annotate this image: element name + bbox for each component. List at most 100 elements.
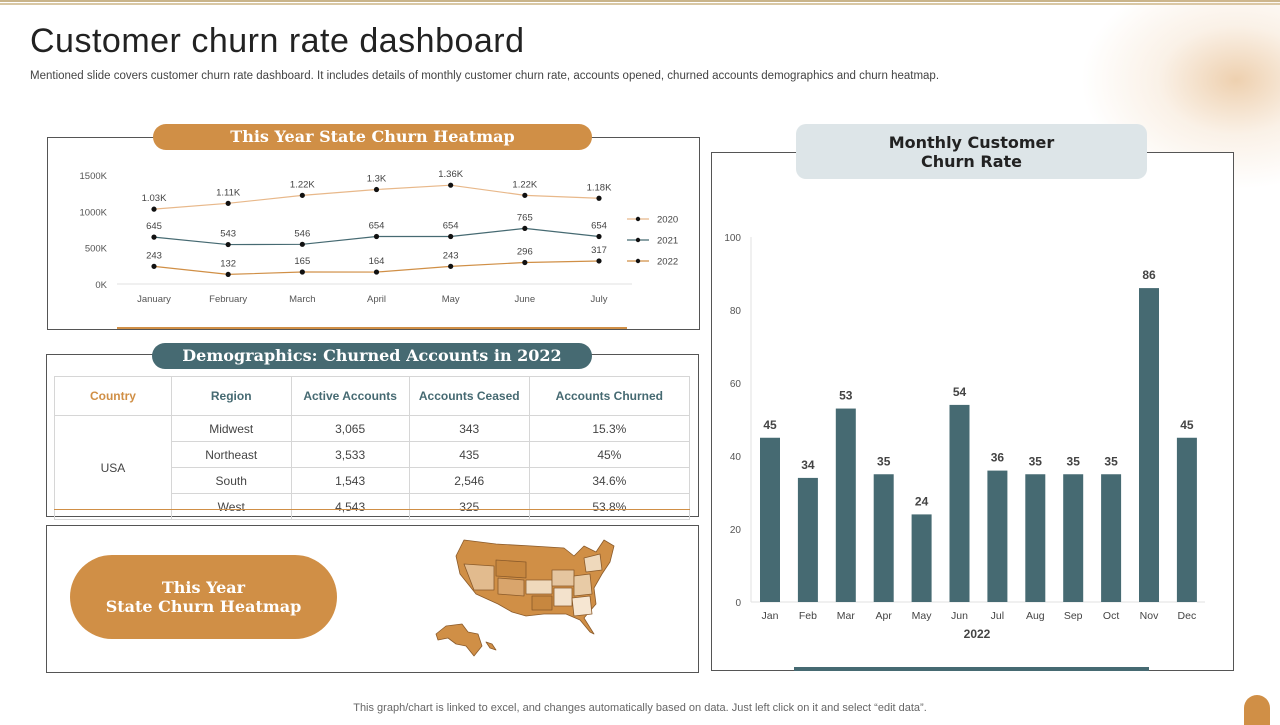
cell-country: USA xyxy=(54,415,172,520)
data-label: 1.11K xyxy=(216,187,241,198)
col-header-ceased: Accounts Ceased xyxy=(408,376,530,416)
data-label: 317 xyxy=(591,245,607,256)
bar-title-line1: Monthly Customer xyxy=(888,132,1055,152)
line-chart-underline xyxy=(117,327,627,329)
bar-value-label: 35 xyxy=(1029,454,1043,468)
data-point xyxy=(225,200,231,206)
col-header-churned: Accounts Churned xyxy=(528,376,691,416)
bar-chart-title: Monthly Customer Churn Rate xyxy=(796,124,1147,179)
data-point xyxy=(151,263,157,269)
legend-label: 2022 xyxy=(657,257,678,268)
bar-sep xyxy=(1063,474,1084,602)
table-row: USA Midwest 3,065 343 15.3% xyxy=(54,415,691,520)
usa-map-icon xyxy=(435,539,615,657)
data-point xyxy=(151,234,157,240)
bar-may xyxy=(911,514,932,602)
x-axis-title: 2022 xyxy=(964,627,991,641)
bar-value-label: 34 xyxy=(801,458,815,472)
data-label: 1.18K xyxy=(587,182,612,193)
data-label: 164 xyxy=(369,256,385,267)
data-label: 243 xyxy=(146,250,162,261)
data-label: 296 xyxy=(517,246,533,257)
bar-title-line2: Churn Rate xyxy=(921,151,1022,171)
callout-line2: State Churn Heatmap xyxy=(105,597,302,616)
cell-active: 1,543 xyxy=(290,467,410,494)
data-label: 132 xyxy=(220,258,236,269)
data-label: 1.3K xyxy=(367,174,387,185)
demographics-title: Demographics: Churned Accounts in 2022 xyxy=(152,343,592,369)
x-tick-label: May xyxy=(912,610,933,622)
cell-churned: 53.8% xyxy=(528,493,691,520)
bar-dec xyxy=(1176,437,1197,602)
heatmap-callout: This Year State Churn Heatmap xyxy=(70,555,337,639)
y-tick-label: 1000K xyxy=(80,207,108,218)
data-point xyxy=(596,233,602,240)
data-point xyxy=(596,258,602,264)
legend-marker xyxy=(635,216,641,222)
bar-jul xyxy=(987,470,1008,602)
y-tick-label: 0K xyxy=(95,280,107,291)
cell-active: 4,543 xyxy=(290,493,410,520)
y-tick-label: 80 xyxy=(730,306,742,317)
bar-value-label: 36 xyxy=(991,451,1005,465)
data-point xyxy=(448,263,454,269)
data-point xyxy=(299,241,305,247)
x-tick-label: Jan xyxy=(762,610,779,622)
data-label: 165 xyxy=(294,256,310,267)
x-tick-label: January xyxy=(137,294,171,305)
data-label: 654 xyxy=(443,220,459,231)
top-rule xyxy=(0,0,1280,5)
data-label: 1.22K xyxy=(512,179,537,190)
bar-chart-underline xyxy=(794,667,1149,671)
bar-value-label: 45 xyxy=(763,418,777,432)
x-tick-label: Oct xyxy=(1103,610,1119,622)
bar-mar xyxy=(835,408,856,602)
y-tick-label: 0 xyxy=(735,598,741,609)
x-tick-label: Aug xyxy=(1026,610,1045,622)
data-point xyxy=(522,259,528,266)
line-chart-title: This Year State Churn Heatmap xyxy=(153,124,592,150)
data-label: 1.36K xyxy=(438,169,463,180)
bar-value-label: 53 xyxy=(839,389,853,403)
bar-jan xyxy=(760,437,780,602)
footer-note: This graph/chart is linked to excel, and… xyxy=(353,702,927,714)
bar-nov xyxy=(1139,288,1159,602)
cell-region: Midwest xyxy=(170,415,292,442)
data-label: 546 xyxy=(294,228,310,239)
bar-value-label: 54 xyxy=(953,385,967,399)
line-chart: 1500K 1000K 500K 0K January February March Apri… xyxy=(80,169,679,305)
table-row: Northeast 3,533 435 45% xyxy=(55,441,691,468)
x-tick-label: Dec xyxy=(1178,610,1197,622)
x-tick-label: Jun xyxy=(951,610,968,622)
col-header-region: Region xyxy=(170,376,292,416)
bar-chart: 0 20 40 60 80 100 45 Jan 34 Feb 53 Mar 35 Apr 24 May 54 J… xyxy=(724,233,1205,641)
bar-value-label: 35 xyxy=(1104,454,1118,468)
bar-feb xyxy=(797,477,818,602)
x-tick-label: April xyxy=(367,294,386,305)
cell-ceased: 435 xyxy=(408,441,530,468)
data-point xyxy=(373,186,380,193)
demographics-table: Country Region Active Accounts Accounts … xyxy=(54,376,691,520)
data-point xyxy=(596,195,602,201)
x-tick-label: February xyxy=(209,294,247,305)
x-tick-label: Feb xyxy=(799,610,817,622)
bar-value-label: 24 xyxy=(915,494,929,508)
bar-value-label: 45 xyxy=(1180,418,1194,432)
x-tick-label: July xyxy=(591,294,608,305)
legend-label: 2020 xyxy=(657,215,678,226)
y-tick-label: 1500K xyxy=(80,171,108,182)
x-tick-label: Sep xyxy=(1064,610,1083,622)
y-tick-label: 40 xyxy=(730,452,742,463)
data-point xyxy=(299,192,305,198)
cell-churned: 45% xyxy=(528,441,691,468)
table-row: West 4,543 325 53.8% xyxy=(55,493,691,520)
table-header-row: Country Region Active Accounts Accounts … xyxy=(54,376,691,416)
cell-region: South xyxy=(170,467,292,494)
cell-churned: 34.6% xyxy=(528,467,691,494)
col-header-country: Country xyxy=(54,376,172,416)
data-label: 654 xyxy=(369,220,385,231)
bar-oct xyxy=(1101,474,1122,602)
legend-label: 2021 xyxy=(657,236,678,247)
data-label: 543 xyxy=(220,229,236,240)
cell-region: Northeast xyxy=(170,441,292,468)
